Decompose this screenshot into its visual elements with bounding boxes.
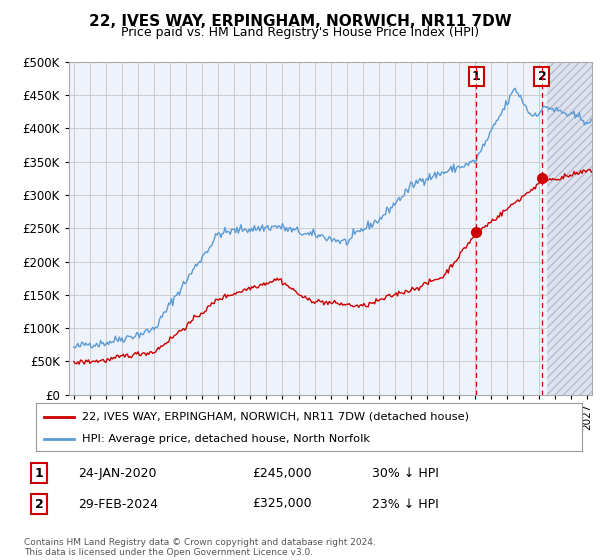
Bar bbox=[547, 62, 592, 395]
Text: 22, IVES WAY, ERPINGHAM, NORWICH, NR11 7DW (detached house): 22, IVES WAY, ERPINGHAM, NORWICH, NR11 7… bbox=[82, 412, 469, 422]
Text: 1: 1 bbox=[35, 466, 43, 480]
Text: 1: 1 bbox=[472, 70, 481, 83]
Text: 30% ↓ HPI: 30% ↓ HPI bbox=[372, 466, 439, 480]
Text: Price paid vs. HM Land Registry's House Price Index (HPI): Price paid vs. HM Land Registry's House … bbox=[121, 26, 479, 39]
Text: 23% ↓ HPI: 23% ↓ HPI bbox=[372, 497, 439, 511]
Text: Contains HM Land Registry data © Crown copyright and database right 2024.
This d: Contains HM Land Registry data © Crown c… bbox=[24, 538, 376, 557]
Text: £325,000: £325,000 bbox=[252, 497, 311, 511]
Text: HPI: Average price, detached house, North Norfolk: HPI: Average price, detached house, Nort… bbox=[82, 434, 370, 444]
Text: 29-FEB-2024: 29-FEB-2024 bbox=[78, 497, 158, 511]
Text: 2: 2 bbox=[538, 70, 547, 83]
Text: £245,000: £245,000 bbox=[252, 466, 311, 480]
Text: 24-JAN-2020: 24-JAN-2020 bbox=[78, 466, 157, 480]
Text: 2: 2 bbox=[35, 497, 43, 511]
Text: 22, IVES WAY, ERPINGHAM, NORWICH, NR11 7DW: 22, IVES WAY, ERPINGHAM, NORWICH, NR11 7… bbox=[89, 14, 511, 29]
